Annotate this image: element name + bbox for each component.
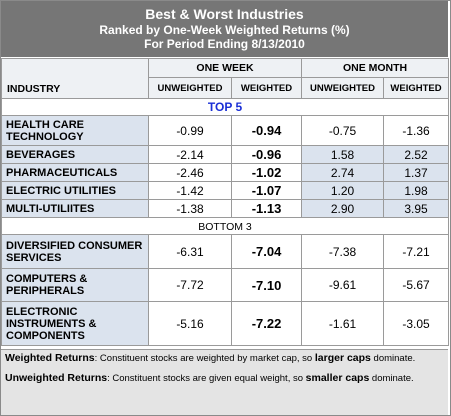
section-bottom-label: BOTTOM 3 xyxy=(198,221,252,233)
table-row: DIVERSIFIED CONSUMER SERVICES -6.31 -7.0… xyxy=(1,234,450,269)
week-unweighted-value: -0.99 xyxy=(148,115,232,146)
header-one-week: ONE WEEK xyxy=(147,58,303,78)
table-row: BEVERAGES -2.14 -0.96 1.58 2.52 xyxy=(1,145,450,164)
table-header: Best & Worst Industries Ranked by One-We… xyxy=(1,1,448,57)
week-weighted-value: -1.07 xyxy=(230,181,303,200)
week-weighted-value: -7.22 xyxy=(230,301,303,346)
header-month-weighted: WEIGHTED xyxy=(383,77,450,99)
unweighted-returns-text-end: dominate. xyxy=(369,373,414,384)
subtitle-ranking: Ranked by One-Week Weighted Returns (%) xyxy=(99,23,350,37)
month-weighted-value: 1.37 xyxy=(383,163,450,182)
industry-name: ELECTRONIC INSTRUMENTS & COMPONENTS xyxy=(1,301,149,346)
week-weighted-value: -7.10 xyxy=(230,268,303,302)
week-unweighted-value: -6.31 xyxy=(148,234,232,269)
table-row: PHARMACEUTICALS -2.46 -1.02 2.74 1.37 xyxy=(1,163,450,182)
month-weighted-value: -3.05 xyxy=(383,301,450,346)
section-top: TOP 5 xyxy=(0,98,450,116)
month-unweighted-value: 1.58 xyxy=(301,145,385,164)
section-top-label: TOP 5 xyxy=(207,100,243,114)
industry-name: MULTI-UTILIITES xyxy=(1,199,149,218)
week-weighted-value: -0.96 xyxy=(230,145,303,164)
header-one-month: ONE MONTH xyxy=(301,58,450,78)
week-unweighted-value: -5.16 xyxy=(148,301,232,346)
week-weighted-value: -7.04 xyxy=(230,234,303,269)
industry-name: BEVERAGES xyxy=(1,145,149,164)
weighted-returns-text: : Constituent stocks are weighted by mar… xyxy=(94,353,315,364)
industry-name: PHARMACEUTICALS xyxy=(1,163,149,182)
table-row: HEALTH CARE TECHNOLOGY -0.99 -0.94 -0.75… xyxy=(1,115,450,146)
weighted-returns-bold: larger caps xyxy=(314,352,371,364)
page-title: Best & Worst Industries xyxy=(145,6,304,22)
industry-name: COMPUTERS & PERIPHERALS xyxy=(1,268,149,302)
table-row: ELECTRONIC INSTRUMENTS & COMPONENTS -5.1… xyxy=(1,301,450,346)
header-month-unweighted: UNWEIGHTED xyxy=(301,77,385,99)
month-weighted-value: -5.67 xyxy=(383,268,450,302)
week-unweighted-value: -1.42 xyxy=(148,181,232,200)
industries-table: INDUSTRY ONE WEEK ONE MONTH UNWEIGHTED W… xyxy=(0,58,450,346)
industry-name: HEALTH CARE TECHNOLOGY xyxy=(1,115,149,146)
month-weighted-value: 3.95 xyxy=(383,199,450,218)
header-week-weighted: WEIGHTED xyxy=(230,77,303,99)
weighted-returns-label: Weighted Returns xyxy=(5,352,95,364)
week-unweighted-value: -2.46 xyxy=(148,163,232,182)
month-weighted-value: 2.52 xyxy=(383,145,450,164)
industry-name: DIVERSIFIED CONSUMER SERVICES xyxy=(1,234,149,269)
week-unweighted-value: -1.38 xyxy=(148,199,232,218)
footnotes: Weighted Returns: Constituent stocks are… xyxy=(1,349,448,415)
week-weighted-value: -1.13 xyxy=(230,199,303,218)
month-unweighted-value: -1.61 xyxy=(301,301,385,346)
header-week-unweighted: UNWEIGHTED xyxy=(148,77,232,99)
subtitle-period: For Period Ending 8/13/2010 xyxy=(144,37,305,51)
weighted-returns-text-end: dominate. xyxy=(370,353,416,364)
week-weighted-value: -1.02 xyxy=(230,163,303,182)
month-weighted-value: -7.21 xyxy=(383,234,450,269)
month-unweighted-value: 1.20 xyxy=(301,181,385,200)
week-weighted-value: -0.94 xyxy=(230,115,303,146)
month-unweighted-value: -0.75 xyxy=(301,115,385,146)
unweighted-returns-note: Unweighted Returns: Constituent stocks a… xyxy=(1,370,448,385)
week-unweighted-value: -2.14 xyxy=(148,145,232,164)
month-unweighted-value: -7.38 xyxy=(301,234,385,269)
header-industry: INDUSTRY xyxy=(1,58,149,99)
month-unweighted-value: 2.74 xyxy=(301,163,385,182)
table-row: MULTI-UTILIITES -1.38 -1.13 2.90 3.95 xyxy=(1,199,450,218)
section-bottom: BOTTOM 3 xyxy=(0,217,450,235)
weighted-returns-note: Weighted Returns: Constituent stocks are… xyxy=(1,350,448,365)
month-unweighted-value: -9.61 xyxy=(301,268,385,302)
month-weighted-value: 1.98 xyxy=(383,181,450,200)
unweighted-returns-bold: smaller caps xyxy=(305,372,370,384)
table-row: ELECTRIC UTILITIES -1.42 -1.07 1.20 1.98 xyxy=(1,181,450,200)
month-weighted-value: -1.36 xyxy=(383,115,450,146)
table-row: COMPUTERS & PERIPHERALS -7.72 -7.10 -9.6… xyxy=(1,268,450,302)
unweighted-returns-label: Unweighted Returns xyxy=(5,372,108,384)
week-unweighted-value: -7.72 xyxy=(148,268,232,302)
industry-name: ELECTRIC UTILITIES xyxy=(1,181,149,200)
month-unweighted-value: 2.90 xyxy=(301,199,385,218)
unweighted-returns-text: : Constituent stocks are given equal wei… xyxy=(107,373,306,384)
